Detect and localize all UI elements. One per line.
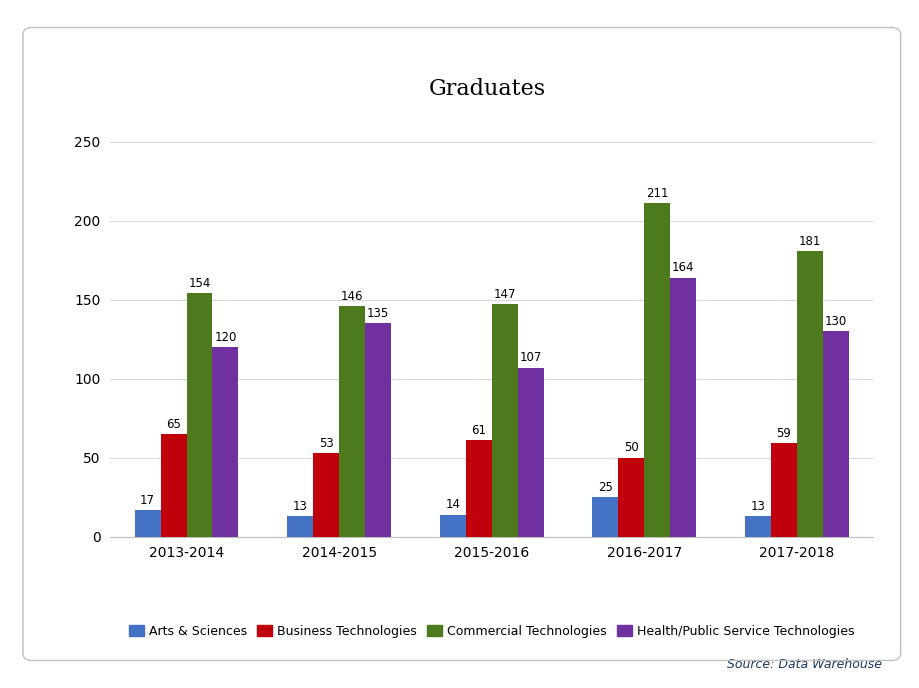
Text: 14: 14 <box>446 498 460 511</box>
Text: 164: 164 <box>672 261 695 275</box>
Bar <box>823 331 848 537</box>
Legend: Arts & Sciences, Business Technologies, Commercial Technologies, Health/Public S: Arts & Sciences, Business Technologies, … <box>124 620 859 643</box>
Text: 59: 59 <box>777 427 791 440</box>
Bar <box>212 347 238 537</box>
Bar <box>771 444 797 537</box>
Text: 135: 135 <box>367 308 389 320</box>
Bar <box>644 203 670 537</box>
Text: 50: 50 <box>624 442 639 455</box>
Bar <box>135 510 161 537</box>
Bar <box>313 453 339 537</box>
Bar <box>365 323 391 537</box>
Text: 65: 65 <box>166 418 181 431</box>
Bar <box>466 440 492 537</box>
Text: 61: 61 <box>471 424 486 437</box>
Bar <box>618 458 644 537</box>
Bar <box>670 277 696 537</box>
Bar <box>593 497 618 537</box>
Text: 146: 146 <box>341 290 363 303</box>
Text: 120: 120 <box>214 331 237 344</box>
Bar <box>797 250 823 537</box>
Text: 181: 181 <box>799 235 821 248</box>
Text: 13: 13 <box>293 500 308 513</box>
Bar <box>745 516 771 537</box>
Text: Graduates: Graduates <box>428 78 546 100</box>
Bar <box>288 516 313 537</box>
Bar <box>440 515 466 537</box>
Text: 154: 154 <box>188 277 210 290</box>
Text: Source: Data Warehouse: Source: Data Warehouse <box>727 658 882 671</box>
Text: 107: 107 <box>519 352 542 365</box>
Text: 17: 17 <box>141 493 155 506</box>
Bar <box>517 367 543 537</box>
Bar <box>187 293 212 537</box>
Text: 13: 13 <box>751 500 766 513</box>
Text: 130: 130 <box>824 315 846 328</box>
Text: 147: 147 <box>494 288 516 301</box>
Bar <box>339 306 365 537</box>
Bar <box>161 434 187 537</box>
Text: 53: 53 <box>319 437 334 450</box>
Bar <box>492 304 517 537</box>
Text: 25: 25 <box>598 481 613 494</box>
Text: 211: 211 <box>646 187 668 200</box>
